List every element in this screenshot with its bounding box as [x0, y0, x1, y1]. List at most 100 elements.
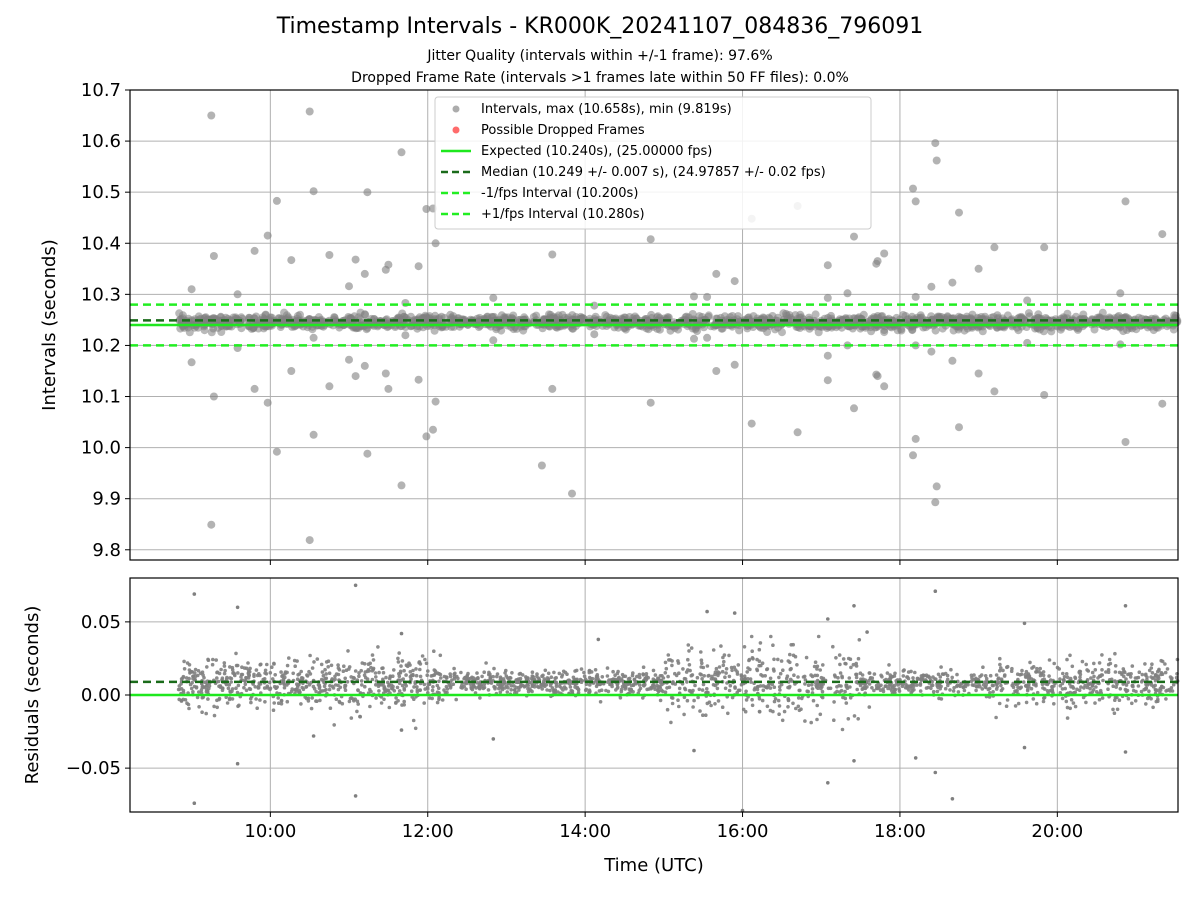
residual-point: [285, 663, 290, 668]
residual-point: [1025, 688, 1030, 693]
interval-point: [779, 309, 788, 318]
residual-point: [711, 648, 716, 652]
residual-point: [1069, 698, 1074, 702]
residual-point: [1005, 665, 1009, 670]
residual-point: [204, 711, 208, 716]
residual-point: [843, 689, 847, 694]
residual-point: [402, 703, 407, 707]
residual-point: [279, 702, 284, 706]
residual-point: [373, 671, 378, 675]
residual-point: [548, 683, 553, 688]
residual-point: [747, 658, 751, 663]
residual-point: [780, 718, 785, 723]
residual-point: [1134, 689, 1138, 694]
residuals-y-tick-label: 0.00: [81, 685, 121, 706]
residual-point: [328, 706, 333, 710]
residual-point: [915, 676, 920, 681]
legend-intervals-marker: [452, 105, 460, 113]
residual-point: [733, 685, 737, 689]
residual-point: [931, 689, 936, 694]
residual-point: [333, 674, 337, 679]
interval-outlier-point: [345, 282, 353, 291]
residual-outlier-point: [1022, 745, 1027, 750]
residual-point: [911, 676, 915, 680]
interval-outlier-point: [233, 290, 242, 299]
residual-point: [1005, 698, 1010, 702]
residual-point: [318, 690, 322, 695]
residual-point: [193, 667, 198, 672]
residual-point: [838, 662, 842, 667]
residual-point: [765, 667, 770, 671]
residual-outlier-point: [852, 604, 856, 608]
residual-point: [430, 688, 435, 693]
legend-dropped-marker: [452, 126, 460, 134]
residual-point: [445, 676, 449, 680]
residual-point: [504, 674, 509, 678]
residual-point: [742, 645, 747, 649]
residual-point: [820, 689, 825, 694]
residual-point: [366, 668, 371, 672]
residual-point: [955, 672, 959, 677]
interval-outlier-point: [401, 331, 410, 340]
residual-point: [727, 653, 731, 658]
residual-point: [809, 720, 813, 725]
residual-point: [1085, 685, 1090, 690]
residual-point: [828, 686, 833, 691]
interval-outlier-point: [990, 243, 999, 252]
residuals-y-tick-label: 0.05: [81, 612, 121, 633]
residual-point: [537, 685, 541, 690]
residual-point: [772, 699, 777, 704]
residual-outlier-point: [1123, 750, 1128, 754]
residual-point: [839, 684, 843, 688]
residual-point: [230, 697, 235, 701]
residual-point: [404, 673, 408, 677]
residual-point: [752, 687, 757, 692]
residual-point: [1112, 711, 1117, 715]
residual-point: [1050, 685, 1055, 689]
residual-point: [308, 653, 312, 658]
residual-point: [564, 686, 568, 691]
residual-point: [1035, 666, 1039, 671]
residual-point: [573, 669, 577, 673]
residual-point: [206, 697, 210, 701]
residual-point: [1079, 685, 1083, 689]
interval-outlier-point: [1116, 289, 1125, 298]
residual-point: [431, 685, 435, 689]
residual-point: [846, 717, 851, 721]
residual-point: [998, 668, 1002, 673]
residual-point: [412, 685, 416, 689]
interval-point: [430, 326, 439, 335]
residual-point: [651, 682, 656, 687]
intervals-y-tick-label: 9.8: [92, 540, 121, 561]
residual-point: [182, 659, 186, 664]
residual-point: [663, 660, 668, 665]
residual-point: [798, 688, 802, 693]
interval-outlier-point: [646, 235, 655, 244]
residual-point: [870, 676, 875, 680]
residual-outlier-point: [865, 630, 869, 634]
residual-point: [1024, 700, 1029, 705]
residual-point: [730, 695, 735, 700]
residual-outlier-point: [192, 801, 197, 805]
residual-point: [347, 699, 352, 704]
residual-point: [815, 667, 819, 671]
residual-outlier-point: [852, 759, 856, 763]
interval-outlier-point: [363, 188, 372, 197]
residual-point: [978, 674, 982, 679]
legend: Intervals, max (10.658s), min (9.819s) P…: [434, 96, 872, 230]
residual-point: [974, 688, 978, 693]
residual-point: [324, 660, 329, 664]
residual-point: [456, 676, 460, 681]
residual-point: [611, 669, 615, 674]
residual-point: [254, 668, 259, 672]
residual-point: [363, 684, 367, 689]
residual-point: [878, 688, 883, 692]
interval-point: [226, 316, 235, 325]
residual-point: [304, 684, 309, 689]
residual-point: [627, 676, 632, 681]
interval-point: [569, 324, 577, 333]
residual-point: [1130, 664, 1135, 668]
interval-outlier-point: [590, 330, 599, 339]
interval-point: [352, 324, 360, 333]
residual-point: [362, 662, 367, 666]
